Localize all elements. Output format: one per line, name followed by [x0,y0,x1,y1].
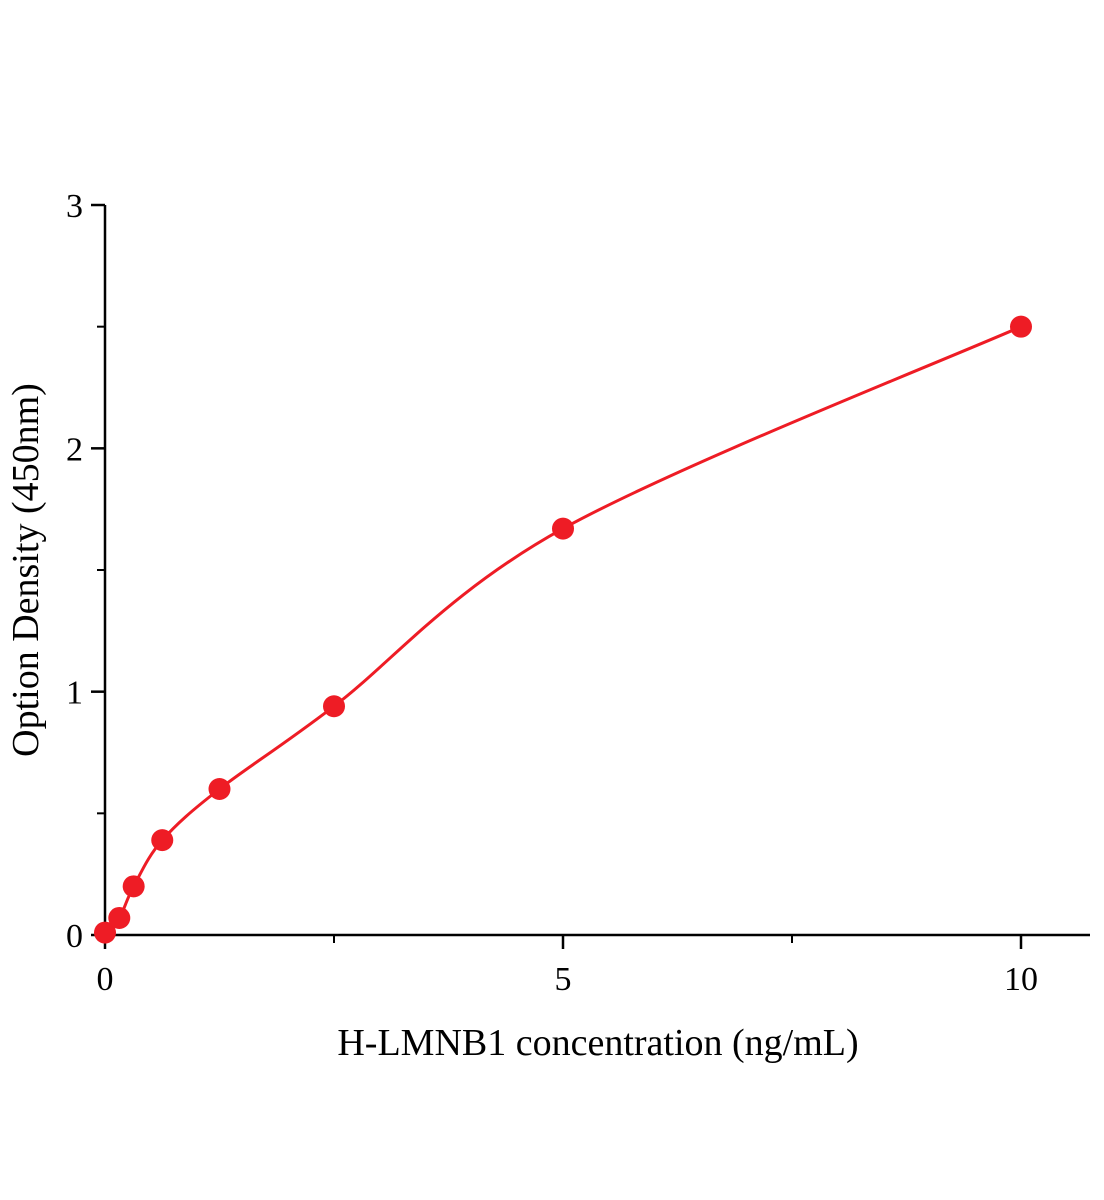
x-axis-title: H-LMNB1 concentration (ng/mL) [337,1022,858,1064]
data-point-marker [94,921,116,944]
y-tick-label: 1 [66,675,83,712]
fit-curve [103,325,1023,935]
x-tick-label: 5 [555,961,572,998]
data-point-marker [208,778,231,801]
x-tick-label: 0 [97,961,114,998]
data-point-marker [552,517,574,540]
plot-area: 0 5 10 0 1 2 3 [66,188,1090,998]
y-tick-label: 2 [66,431,83,468]
y-tick-label: 3 [66,188,83,225]
y-tick-label: 0 [66,918,83,955]
y-axis-title: Option Density (450nm) [5,383,47,757]
data-point-marker [1010,315,1032,338]
data-point-marker [151,829,174,852]
data-point-marker [108,906,131,929]
data-point-marker [323,695,345,718]
data-point-marker [122,875,145,898]
x-tick-label: 10 [1004,961,1038,998]
